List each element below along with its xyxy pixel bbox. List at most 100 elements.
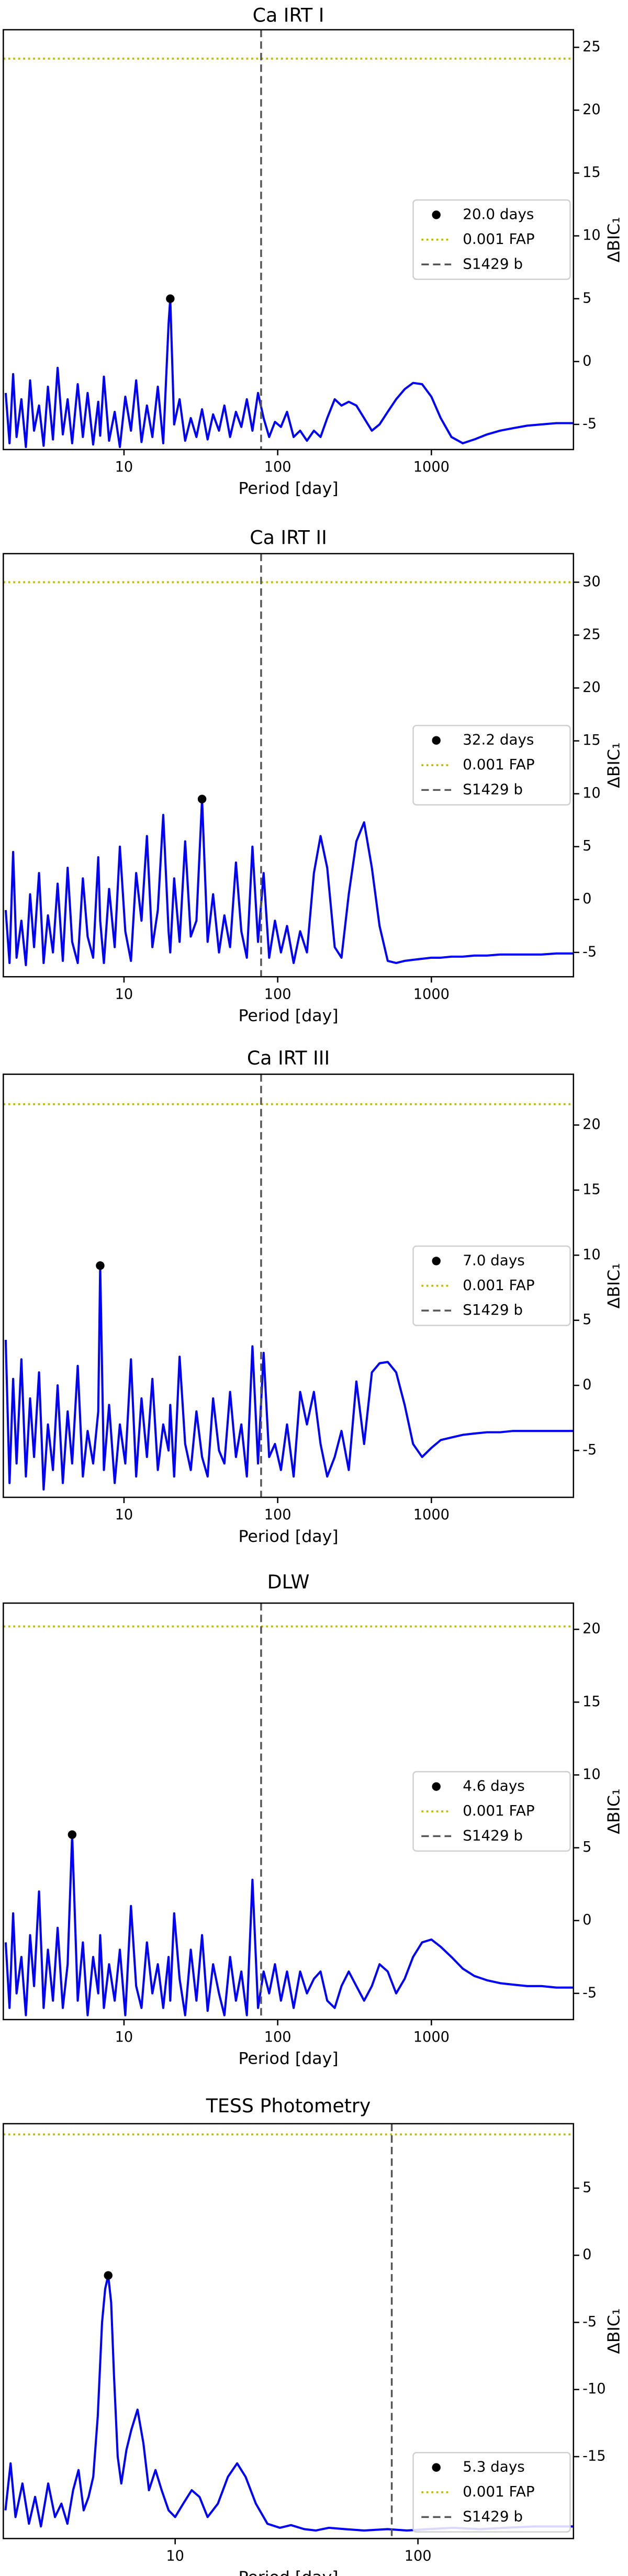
legend-label: 0.001 FAP	[463, 230, 534, 248]
plot-frame	[3, 1073, 575, 1498]
legend-label: 0.001 FAP	[463, 756, 534, 773]
x-tick-label: 10	[115, 459, 133, 475]
plot-frame	[3, 29, 575, 451]
legend-marker	[432, 1782, 441, 1791]
plot-area	[3, 29, 574, 450]
x-tick-label: 100	[405, 2548, 432, 2564]
series-line	[4, 1833, 574, 2017]
x-tick-label: 1000	[413, 1507, 450, 1523]
y-tick-label: -5	[582, 416, 597, 432]
panel: Ca IRT III 10 100 1000 -5 0 5 10 15 20 Period [day…	[3, 1047, 624, 1546]
y-tick-label: 25	[582, 626, 601, 643]
y-tick-label: 0	[582, 891, 591, 907]
legend-label: 0.001 FAP	[463, 2483, 534, 2500]
y-tick-label: -15	[582, 2448, 605, 2464]
peak-marker	[96, 1261, 105, 1270]
chart-title: DLW	[267, 1571, 310, 1593]
y-tick-label: 5	[582, 290, 591, 306]
y-tick-label: 20	[582, 1116, 601, 1133]
y-tick-label: 20	[582, 679, 601, 696]
panel: Ca IRT I 10 100 1000 -5 0 5 10 15 20 25 Period [day…	[3, 4, 624, 498]
x-tick-label: 10	[115, 987, 133, 1003]
peak-marker	[197, 794, 207, 803]
x-axis-label: Period [day]	[238, 2049, 338, 2068]
y-tick-label: 15	[582, 732, 601, 748]
plot-frame	[3, 553, 575, 978]
y-tick-label: 5	[582, 2179, 591, 2196]
y-tick-label: 15	[582, 1181, 601, 1197]
y-tick-label: -5	[582, 1985, 597, 2001]
legend-box	[412, 1771, 571, 1852]
y-tick-label: -5	[582, 1442, 597, 1458]
x-tick-label: 1000	[413, 2029, 450, 2045]
y-axis-label: ΔBIC₁	[605, 1788, 624, 1834]
chart-title: Ca IRT III	[247, 1047, 330, 1069]
legend-marker	[432, 736, 441, 745]
series-line	[4, 798, 574, 967]
plot-frame	[3, 2123, 575, 2539]
y-tick-label: 0	[582, 1912, 591, 1928]
y-axis-label: ΔBIC₁	[605, 1263, 624, 1308]
peak-marker	[166, 294, 175, 303]
plot-area	[3, 1603, 574, 2020]
series-line	[4, 297, 574, 449]
series-line	[4, 2274, 574, 2532]
series-line	[4, 1264, 574, 1491]
legend-label: S1429 b	[463, 1827, 523, 1844]
legend-box	[412, 199, 571, 280]
legend-marker	[432, 2463, 441, 2472]
x-tick-label: 1000	[413, 459, 450, 475]
legend-label: 32.2 days	[463, 731, 534, 748]
x-tick-label: 1000	[413, 987, 450, 1003]
x-axis-label: Period [day]	[238, 1527, 338, 1546]
x-tick-label: 10	[115, 1507, 133, 1523]
chart-title: Ca IRT I	[253, 4, 324, 27]
x-axis-label: Period [day]	[238, 479, 338, 498]
legend-label: S1429 b	[463, 780, 523, 798]
legend-label: 5.3 days	[463, 2458, 525, 2476]
peak-marker	[68, 1830, 77, 1839]
panel: TESS Photometry 10 100 -15 -10 -5 0 5 Period [da…	[3, 2095, 624, 2576]
y-tick-label: 0	[582, 2247, 591, 2263]
peak-marker	[104, 2271, 113, 2280]
plot-frame	[3, 1602, 575, 2021]
y-tick-label: 0	[582, 353, 591, 369]
chart-title: TESS Photometry	[206, 2095, 371, 2117]
chart-title: Ca IRT II	[250, 526, 327, 548]
y-tick-label: 5	[582, 1312, 591, 1328]
y-tick-label: 10	[582, 785, 601, 801]
y-tick-label: 5	[582, 1839, 591, 1855]
y-tick-label: -5	[582, 2314, 597, 2330]
y-tick-label: 15	[582, 164, 601, 181]
x-tick-label: 100	[264, 459, 291, 475]
y-tick-label: 10	[582, 227, 601, 243]
x-tick-label: 10	[166, 2548, 184, 2564]
plot-area	[3, 2123, 574, 2539]
x-tick-label: 100	[264, 1507, 291, 1523]
legend-marker	[432, 210, 441, 219]
legend-label: S1429 b	[463, 1301, 523, 1318]
y-axis-label: ΔBIC₁	[605, 742, 624, 788]
legend-label: 0.001 FAP	[463, 1802, 534, 1819]
legend-marker	[432, 1257, 441, 1265]
x-tick-label: 100	[264, 2029, 291, 2045]
legend-label: S1429 b	[463, 255, 523, 272]
legend-label: 7.0 days	[463, 1251, 525, 1269]
y-tick-label: 0	[582, 1377, 591, 1393]
legend-label: S1429 b	[463, 2507, 523, 2525]
y-tick-label: -5	[582, 944, 597, 960]
x-tick-label: 100	[264, 987, 291, 1003]
y-tick-label: 25	[582, 39, 601, 55]
legend-box	[412, 2451, 571, 2533]
legend-label: 0.001 FAP	[463, 1276, 534, 1294]
x-tick-label: 10	[115, 2029, 133, 2045]
y-tick-label: 20	[582, 1621, 601, 1637]
panel: Ca IRT II 10 100 1000 -5 0 5 10 15 20 25 30 Period […	[3, 526, 624, 1025]
y-tick-label: 15	[582, 1694, 601, 1710]
x-axis-label: Period [day]	[238, 2568, 338, 2576]
legend-box	[412, 725, 571, 806]
y-tick-label: 5	[582, 838, 591, 854]
legend-box	[412, 1245, 571, 1326]
y-tick-label: -10	[582, 2381, 605, 2397]
